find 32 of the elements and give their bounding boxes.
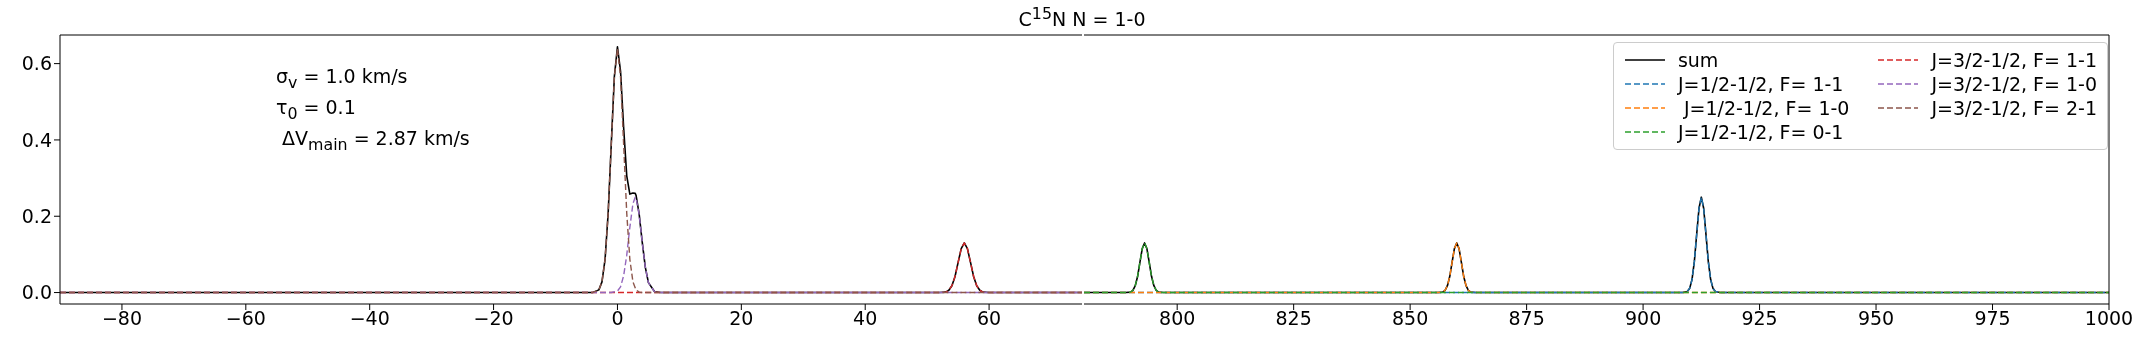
y-tick-label: 0.2 — [21, 204, 52, 227]
legend-label: J=1/2-1/2, F= 1-0 — [1682, 97, 1850, 119]
x-tick-label: 925 — [1741, 307, 1778, 330]
x-tick-label: 875 — [1508, 307, 1545, 330]
x-tick-label: 40 — [853, 307, 878, 330]
legend-label: J=1/2-1/2, F= 0-1 — [1677, 121, 1844, 143]
text: J=3/2-1/2, F= 1-1 — [1931, 49, 2097, 71]
x-tick-label: 900 — [1624, 307, 1662, 330]
x-tick-label: 850 — [1392, 307, 1429, 330]
x-tick-label: −80 — [101, 307, 142, 330]
text: J=3/2-1/2, F= 1-0 — [1931, 73, 2097, 95]
x-tick-label: −20 — [473, 307, 514, 330]
legend-label: J=1/2-1/2, F= 1-1 — [1677, 73, 1844, 95]
x-tick-label: −60 — [225, 307, 266, 330]
x-tick-label: 0 — [611, 307, 624, 330]
y-tick-label: 0.4 — [21, 128, 52, 151]
x-tick-label: 800 — [1159, 307, 1196, 330]
x-tick-label: 1000 — [2084, 307, 2134, 330]
y-tick-label: 0.6 — [21, 52, 52, 75]
y-tick-label: 0.0 — [21, 281, 52, 304]
x-tick-label: −40 — [349, 307, 390, 330]
x-tick-label: 975 — [1974, 307, 2011, 330]
chart-title: C$^{15}$N N = 1-0 — [1018, 4, 1146, 31]
annotation: σ$_{v}$ = 1.0 km/s — [276, 64, 409, 94]
x-tick-label: 20 — [729, 307, 754, 330]
annotation: τ$_{0}$ = 0.1 — [276, 94, 357, 125]
x-tick-label: 825 — [1275, 307, 1312, 330]
annotation: ΔV$_{main}$ = 2.87 km/s — [281, 125, 470, 156]
x-tick-label: 60 — [977, 307, 1002, 330]
x-tick-label: 950 — [1857, 307, 1895, 330]
legend-label: sum — [1677, 49, 1719, 71]
text: J=3/2-1/2, F= 2-1 — [1931, 97, 2097, 119]
